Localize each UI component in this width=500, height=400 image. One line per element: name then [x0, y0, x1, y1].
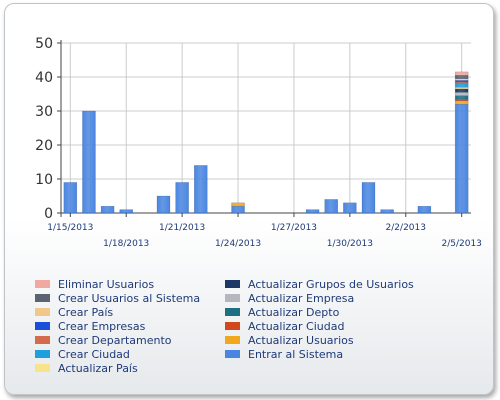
legend-label: Actualizar Grupos de Usuarios [248, 277, 414, 291]
y-tick-label: 10 [35, 172, 53, 188]
legend-label: Actualizar Depto [248, 305, 340, 319]
legend-swatch [35, 308, 50, 316]
bar-segment [454, 81, 469, 85]
chart-panel: 0 10 20 30 40 50 1/15/2013 1/18/2013 1/21/2013 1/… [4, 3, 494, 395]
legend-item: Actualizar Empresa [225, 291, 455, 305]
bar-segment [417, 205, 432, 214]
legend-swatch [35, 350, 50, 358]
bar-segment [82, 110, 96, 214]
legend-item: Crear Usuarios al Sistema [35, 291, 225, 305]
x-tick-label: 1/15/2013 [47, 223, 93, 233]
legend-item: Crear País [35, 305, 225, 319]
bar-segment [454, 98, 469, 102]
bar-segment [454, 86, 469, 90]
x-tick-label: 1/30/2013 [327, 239, 373, 249]
legend-item: Entrar al Sistema [225, 347, 455, 361]
bar-segment [119, 209, 133, 214]
legend-label: Actualizar País [58, 361, 138, 375]
bar-segment [454, 88, 469, 93]
legend-swatch [225, 280, 240, 288]
legend-item: Crear Empresas [35, 319, 225, 333]
bar-segment [100, 205, 115, 214]
bar-segment [324, 199, 338, 214]
legend-label: Crear Departamento [58, 333, 172, 347]
legend-label: Eliminar Usuarios [58, 277, 155, 291]
bar-segment [343, 202, 357, 214]
y-tick-label: 40 [35, 70, 53, 86]
legend-item: Crear Departamento [35, 333, 225, 347]
y-tick-label: 50 [35, 36, 53, 52]
x-tick-label: 1/18/2013 [103, 239, 149, 249]
legend-label: Entrar al Sistema [248, 347, 344, 361]
bar-segment [231, 202, 245, 207]
legend-item: Actualizar Depto [225, 305, 455, 319]
legend-label: Actualizar Ciudad [248, 319, 345, 333]
legend-swatch [35, 294, 50, 302]
legend-swatch [225, 336, 240, 344]
legend-item: Actualizar Ciudad [225, 319, 455, 333]
legend-swatch [225, 322, 240, 330]
bar-segment [454, 100, 469, 105]
legend-item: Actualizar Usuarios [225, 333, 455, 347]
legend-item: Eliminar Usuarios [35, 277, 225, 291]
bar-segment [454, 71, 469, 76]
bar-segment [380, 209, 394, 214]
x-tick-label: 1/21/2013 [159, 223, 205, 233]
legend-swatch [35, 364, 50, 372]
y-tick-label: 30 [35, 104, 53, 120]
bar-segment [454, 92, 469, 96]
bar-segment [454, 80, 469, 83]
legend-swatch [35, 336, 50, 344]
legend-swatch [35, 280, 50, 288]
x-tick-label: 2/5/2013 [441, 239, 481, 249]
bar-segment [194, 165, 208, 214]
legend-item: Crear Ciudad [35, 347, 225, 361]
bar-segment [454, 83, 469, 88]
legend-item: Actualizar País [35, 361, 225, 375]
legend-label: Crear Usuarios al Sistema [58, 291, 201, 305]
legend-label: Actualizar Empresa [248, 291, 355, 305]
bar-segment [454, 78, 469, 81]
legend-swatch [225, 350, 240, 358]
bar-segment [231, 205, 245, 214]
y-tick-label: 0 [44, 206, 53, 222]
x-tick-label: 2/2/2013 [386, 223, 426, 233]
bar-chart: 0 10 20 30 40 50 1/15/2013 1/18/2013 1/21/2013 1/… [35, 36, 482, 249]
bar-segment [305, 209, 320, 214]
bar-segment [454, 75, 469, 79]
y-tick-label: 20 [35, 138, 53, 154]
x-tick-label: 1/24/2013 [215, 239, 261, 249]
bar-segment [175, 182, 189, 214]
bar-segment [454, 95, 469, 100]
legend-label: Crear Ciudad [58, 347, 130, 361]
bar-segment [454, 103, 469, 214]
legend-item: Actualizar Grupos de Usuarios [225, 277, 455, 291]
legend-label: Crear País [58, 305, 114, 319]
legend: Eliminar Usuarios Crear Usuarios al Siste… [35, 277, 455, 375]
legend-swatch [225, 308, 240, 316]
legend-label: Crear Empresas [58, 319, 146, 333]
bar-segment [361, 182, 376, 214]
legend-swatch [35, 322, 50, 330]
bar-segment [63, 182, 78, 214]
x-tick-label: 1/27/2013 [271, 223, 317, 233]
legend-label: Actualizar Usuarios [248, 333, 354, 347]
bar-segment [156, 195, 171, 214]
legend-swatch [225, 294, 240, 302]
